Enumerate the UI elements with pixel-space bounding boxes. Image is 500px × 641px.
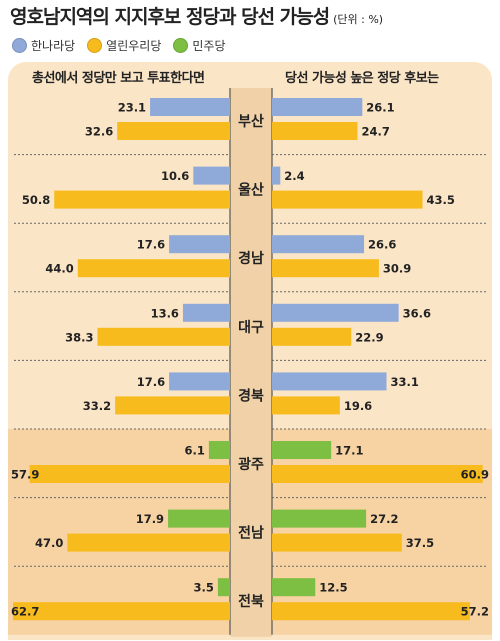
bar-right-bottom_bar-광주 [272,465,483,483]
bar-right-bottom_bar-울산 [272,190,423,209]
bar-right-bottom_bar-부산 [272,122,358,140]
bar-left-top_bar-울산 [193,166,230,185]
value-label-right-bottom_bar-대구: 22.9 [355,330,383,344]
category-label-경남: 경남 [238,250,264,267]
value-label-right-top_bar-전북: 12.5 [319,581,347,595]
bar-right-bottom_bar-전북 [272,602,470,621]
bar-left-bottom_bar-울산 [54,190,231,209]
category-label-울산: 울산 [238,182,264,199]
value-label-right-bottom_bar-경남: 30.9 [383,262,411,276]
bar-right-top_bar-전남 [272,509,367,528]
value-label-left-bottom_bar-경북: 33.2 [83,399,111,413]
legend-item-hannara: 한나라당 [12,37,75,54]
legend-label-uri: 열린우리당 [106,38,162,53]
value-label-left-top_bar-부산: 23.1 [118,101,146,115]
bar-left-bottom_bar-경남 [77,259,230,278]
value-label-left-top_bar-경북: 17.6 [137,375,165,389]
value-label-left-top_bar-전북: 3.5 [194,581,214,595]
bar-right-top_bar-경북 [272,372,387,391]
bar-right-bottom_bar-경남 [272,259,379,278]
bar-right-top_bar-경남 [272,235,365,254]
value-label-left-bottom_bar-전북: 62.7 [11,605,39,619]
bar-left-top_bar-광주 [208,441,230,459]
bar-right-top_bar-대구 [272,303,399,322]
legend-swatch-hannara [12,37,27,53]
bar-left-top_bar-전남 [168,509,230,528]
value-label-left-top_bar-광주: 6.1 [185,444,205,458]
value-label-left-top_bar-전남: 17.9 [136,512,164,526]
value-label-right-top_bar-울산: 2.4 [284,169,304,183]
bar-right-top_bar-광주 [272,441,332,459]
value-label-left-bottom_bar-울산: 50.8 [22,193,50,207]
value-label-right-bottom_bar-경북: 19.6 [344,399,372,413]
value-label-right-top_bar-경남: 26.6 [368,238,396,252]
value-label-right-bottom_bar-광주: 60.9 [461,468,489,482]
value-label-right-bottom_bar-울산: 43.5 [427,193,455,207]
legend-label-hannara: 한나라당 [31,38,76,53]
value-label-left-bottom_bar-대구: 38.3 [65,330,93,344]
value-label-left-top_bar-울산: 10.6 [161,169,189,183]
value-label-right-top_bar-전남: 27.2 [370,512,398,526]
value-label-right-top_bar-경북: 33.1 [391,375,419,389]
value-label-left-bottom_bar-광주: 57.9 [11,468,39,482]
value-label-left-bottom_bar-전남: 47.0 [35,536,63,550]
value-label-left-bottom_bar-부산: 32.6 [85,125,113,139]
bar-left-bottom_bar-경북 [115,396,230,415]
category-label-광주: 광주 [238,456,264,473]
category-label-전북: 전북 [238,593,264,610]
bar-left-top_bar-전북 [217,578,230,597]
bar-right-bottom_bar-대구 [272,327,352,346]
category-label-전남: 전남 [238,525,264,542]
bar-left-bottom_bar-전남 [67,533,230,552]
bar-left-bottom_bar-부산 [117,122,230,140]
value-label-right-bottom_bar-전남: 37.5 [406,536,434,550]
chart-title-text: 영호남지역의 지지후보 정당과 당선 가능성 [10,6,330,28]
value-label-right-bottom_bar-부산: 24.7 [361,125,389,139]
bar-right-bottom_bar-전남 [272,533,402,552]
bar-right-bottom_bar-경북 [272,396,340,415]
legend: 한나라당 열린우리당 민주당 [12,36,238,54]
value-label-left-bottom_bar-경남: 44.0 [45,262,73,276]
legend-item-uri: 열린우리당 [87,37,161,54]
bar-left-top_bar-경북 [169,372,230,391]
value-label-right-top_bar-부산: 26.1 [366,101,394,115]
bar-left-top_bar-부산 [150,98,230,116]
value-label-right-top_bar-광주: 17.1 [335,444,363,458]
center-band [230,88,272,637]
category-label-경북: 경북 [238,387,264,404]
value-label-right-bottom_bar-전북: 57.2 [461,605,489,619]
chart-title: 영호남지역의 지지후보 정당과 당선 가능성 (단위 : %) [10,2,383,29]
legend-swatch-minju [173,37,189,53]
value-label-right-top_bar-대구: 36.6 [403,306,431,320]
category-label-대구: 대구 [238,320,264,336]
unit-label: (단위 : %) [333,13,384,26]
bar-left-bottom_bar-대구 [97,327,231,346]
bar-left-bottom_bar-광주 [29,465,230,483]
bar-left-top_bar-경남 [169,235,230,254]
value-label-left-top_bar-경남: 17.6 [137,238,165,252]
left-heading: 총선에서 정당만 보고 투표한다면 [32,71,205,86]
legend-label-minju: 민주당 [192,38,226,53]
category-label-부산: 부산 [238,113,264,130]
right-heading: 당선 가능성 높은 정당 후보는 [285,71,439,86]
bar-right-top_bar-울산 [272,166,281,185]
legend-swatch-uri [87,37,103,53]
bar-left-bottom_bar-전북 [13,602,231,621]
bar-right-top_bar-전북 [272,578,316,597]
bar-left-top_bar-대구 [182,303,230,322]
bar-right-top_bar-부산 [272,98,363,116]
value-label-left-top_bar-대구: 13.6 [151,306,179,320]
legend-item-minju: 민주당 [173,37,226,54]
